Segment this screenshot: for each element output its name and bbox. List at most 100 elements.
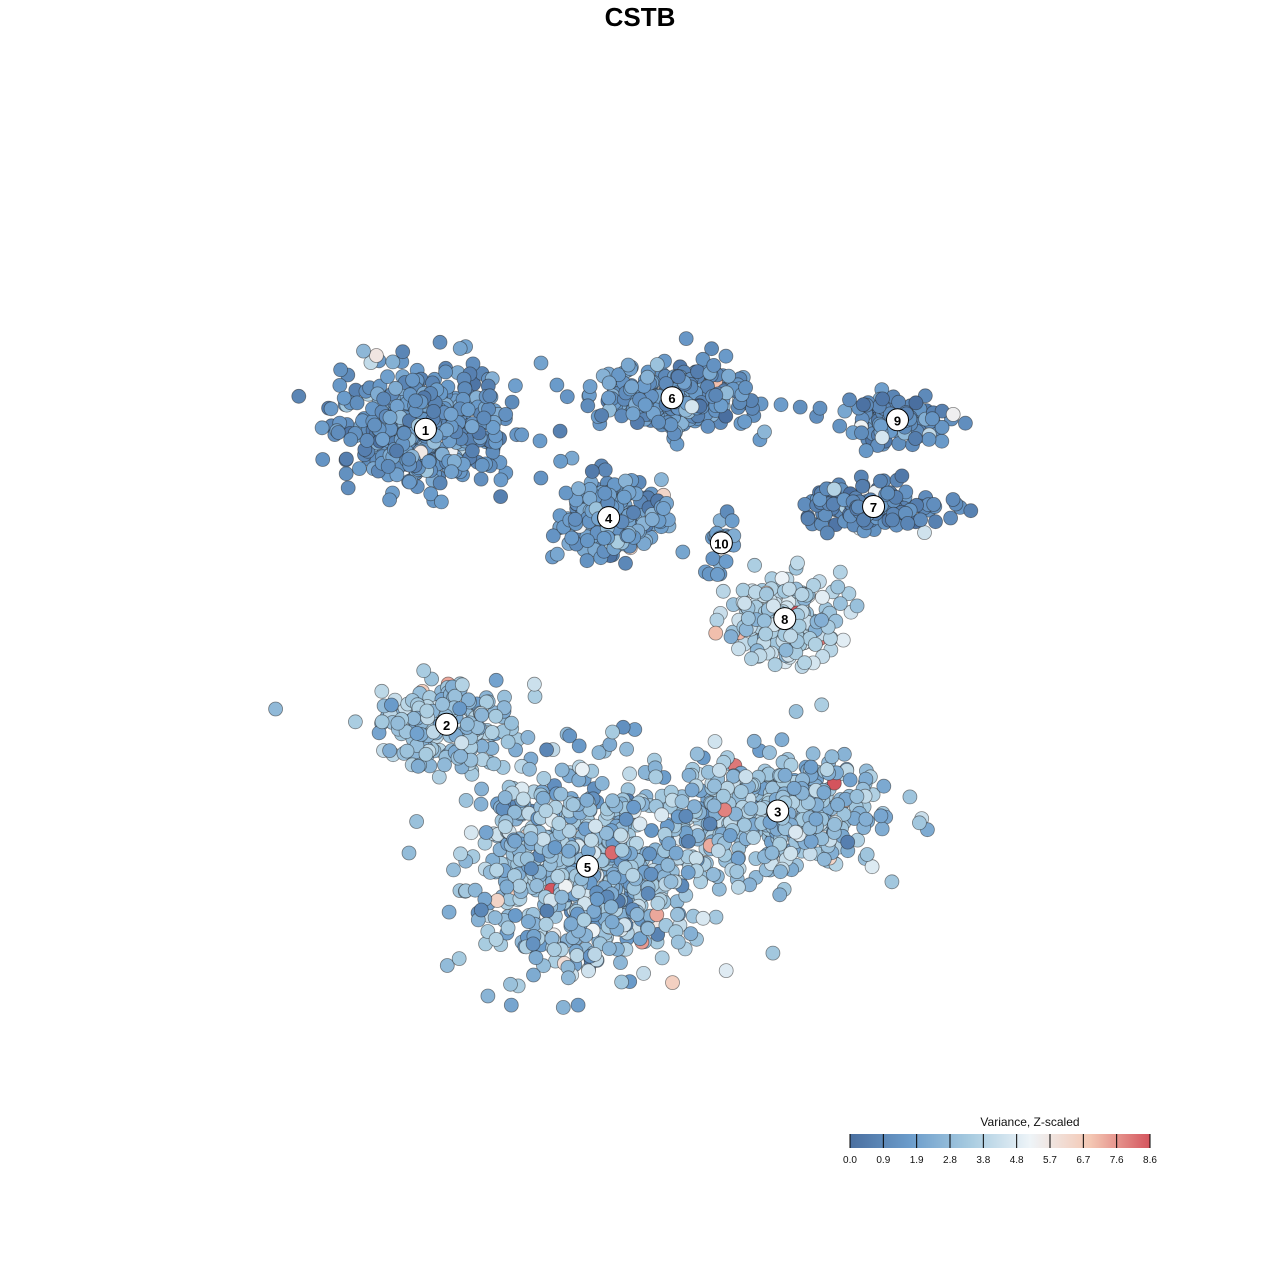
cell-point [418,746,434,762]
cell-point [597,462,613,478]
cell-point [539,742,554,758]
cell-point [525,936,541,952]
cell-point [380,369,395,385]
cell-point [409,726,425,741]
cell-point [332,377,348,393]
cell-point [737,414,753,430]
cell-point [674,794,690,809]
cluster-label-10: 10 [709,531,733,555]
cell-point [515,791,531,807]
cell-point [814,612,829,628]
cell-point [563,916,579,932]
cell-point [815,589,830,605]
cell-point [426,403,442,419]
cell-point [855,478,870,494]
cell-point [367,417,383,433]
cell-point [762,745,777,760]
cell-point [921,431,937,447]
cell-point [382,743,398,758]
cell-point [533,355,549,371]
cell-point [945,406,961,422]
cell-point [554,889,570,905]
cell-point [574,762,590,777]
cell-point [576,912,592,928]
cell-point [765,945,781,961]
cell-point [504,394,520,410]
cell-point [408,393,424,409]
cell-point [718,348,734,364]
cell-point [460,402,476,418]
cell-point [433,494,449,510]
cell-point [756,613,772,629]
cell-point [874,821,890,837]
cell-point [797,655,812,671]
cell-point [488,932,504,947]
cell-point [545,528,561,544]
cell-point [473,902,489,918]
cell-point [382,492,398,508]
cell-point [503,997,519,1013]
cell-point [561,970,576,986]
svg-text:2: 2 [443,718,450,733]
cell-point [894,468,910,484]
cell-point [395,344,411,360]
cell-point [432,475,448,491]
cell-point [570,884,586,900]
cell-point [452,701,468,716]
cell-point [619,741,634,757]
colorbar-tick-label: 0.9 [876,1155,890,1166]
cell-point [571,738,587,754]
colorbar-tick-label: 0.0 [843,1155,857,1166]
cluster-label-5: 5 [576,854,599,878]
cell-point [788,824,803,840]
svg-text:6: 6 [668,391,675,406]
cell-point [773,397,789,413]
cell-point [722,828,738,843]
cell-point [688,851,704,866]
cell-point [435,696,450,712]
cell-point [680,865,696,880]
cluster-label-1: 1 [413,417,437,441]
cell-point [746,733,762,749]
cell-point [380,458,396,474]
cell-point [626,505,641,521]
cell-point [695,910,711,926]
cell-point [788,704,804,719]
cell-point [746,830,761,845]
cell-point [670,907,685,922]
cell-point [473,796,489,812]
cell-point [708,909,724,925]
cell-point [527,676,542,692]
legend-title: Variance, Z-scaled [980,1115,1079,1129]
cell-point [423,486,439,502]
cell-point [880,485,896,501]
cell-point [663,874,679,890]
cell-point [832,564,848,580]
cell-point [778,642,794,658]
cell-point [621,528,636,544]
colorbar-tick-label: 1.9 [910,1155,924,1166]
cell-point [553,453,568,469]
cell-point [792,399,808,415]
svg-text:5: 5 [584,860,591,875]
cell-point [663,417,679,433]
cell-point [874,430,890,445]
cell-point [885,512,900,528]
cell-point [453,748,469,764]
cell-point [596,530,612,546]
cell-point [487,910,503,926]
cell-point [605,724,620,740]
cell-point [374,683,390,699]
cell-point [473,471,489,487]
cell-point [421,454,437,470]
cell-point [660,857,676,873]
cluster-label-7: 7 [862,495,886,519]
cell-point [613,955,628,970]
cell-point [522,761,537,777]
cell-point [616,489,632,505]
cell-point [613,827,629,843]
cell-point [737,595,752,611]
cell-point [958,415,973,431]
cell-point [539,903,555,919]
cell-point [486,756,502,772]
